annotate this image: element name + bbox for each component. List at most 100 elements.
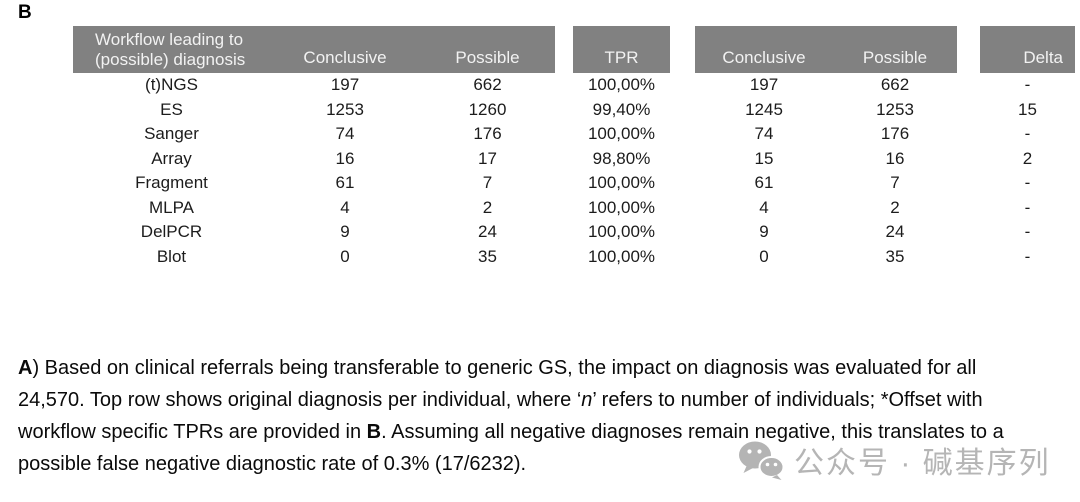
row-spacer [670,146,695,171]
header-spacer-3 [957,26,980,73]
caption-italic-n: n [581,389,593,411]
header-spacer-2 [670,26,695,73]
cell-possible-2: 1253 [876,99,914,119]
cell-tpr: 100,00% [587,222,656,241]
cell-conclusive-2: 9 [759,222,769,241]
row-spacer [957,220,980,245]
row-spacer [957,244,980,269]
row-spacer [555,195,573,220]
row-spacer [957,195,980,220]
cell-tpr: 100,00% [587,124,656,143]
row-spacer [957,171,980,196]
row-spacer [670,244,695,269]
cell-possible-2: 24 [885,222,905,241]
row-spacer [555,146,573,171]
caption-line: workflow specific TPRs are provided in B… [18,416,1072,448]
cell-conclusive-2: 15 [754,148,774,168]
cell-tpr: 100,00% [587,197,656,217]
cell-conclusive-2: 0 [759,246,769,266]
caption-line: A) Based on clinical referrals being tra… [18,352,1072,384]
watermark-text: 公众号 · 碱基序列 [794,447,1051,480]
cell-tpr: 100,00% [587,246,656,266]
header-conclusive-1: Conclusive [270,26,420,73]
cell-tpr: 100,00% [587,75,656,94]
caption-text: . Assuming all negative diagnoses remain… [381,421,1004,443]
cell-possible-2: 35 [885,246,905,266]
header-delta: Delta [980,26,1075,73]
cell-possible-1: 24 [478,222,497,241]
wechat-icon [739,441,784,480]
row-spacer [957,146,980,171]
row-spacer [670,73,695,98]
cell-conclusive-1: 9 [340,222,350,241]
cell-possible-2: 16 [885,148,905,168]
cell-workflow: Sanger [144,124,199,143]
table-row: Blot 0 35 100,00% 0 35 - [73,244,1075,269]
cell-possible-1: 176 [473,124,502,143]
cell-possible-1: 662 [473,75,502,94]
cell-delta: - [1024,197,1031,217]
header-tpr: TPR [573,26,670,73]
cell-workflow: MLPA [148,197,195,217]
header-possible-1: Possible [420,26,555,73]
cell-tpr: 100,00% [587,173,656,192]
header-possible-2: Possible [833,26,957,73]
header-workflow-line2: (possible) diagnosis [95,50,246,69]
cell-conclusive-2: 1245 [745,99,783,119]
row-spacer [555,97,573,122]
table-row: Array 16 17 98,80% 15 16 2 [73,146,1075,171]
cell-possible-2: 662 [880,75,910,94]
cell-delta: 15 [1018,99,1037,119]
cell-possible-2: 2 [890,197,900,217]
header-spacer-1 [555,26,573,73]
cell-conclusive-2: 74 [754,124,774,143]
cell-workflow: (t)NGS [145,75,198,94]
row-spacer [957,122,980,147]
caption-text: ’ refers to number of individuals; *Offs… [592,389,983,411]
row-spacer [555,122,573,147]
caption-text: workflow specific TPRs are provided in [18,421,367,443]
caption-bold-b: B [366,421,382,443]
watermark: 公众号 · 碱基序列 [738,438,1051,482]
cell-conclusive-1: 197 [330,75,360,94]
table-row: (t)NGS 197 662 100,00% 197 662 - [73,73,1075,98]
cell-possible-1: 17 [478,148,497,168]
cell-possible-1: 7 [482,173,493,192]
cell-possible-2: 176 [880,124,910,143]
cell-conclusive-1: 4 [340,197,350,217]
cell-workflow: Array [151,148,192,168]
cell-possible-1: 1260 [468,99,507,119]
table-row: Sanger 74 176 100,00% 74 176 - [73,122,1075,147]
table-row: DelPCR 9 24 100,00% 9 24 - [73,220,1075,245]
caption-text: ) Based on clinical referrals being tran… [32,357,977,379]
cell-delta: - [1024,75,1031,94]
row-spacer [670,195,695,220]
cell-possible-1: 2 [482,197,493,217]
cell-workflow: Fragment [135,173,208,192]
cell-possible-2: 7 [890,173,900,192]
cell-conclusive-2: 61 [754,173,774,192]
cell-conclusive-1: 1253 [326,99,364,119]
row-spacer [670,220,695,245]
cell-conclusive-1: 74 [335,124,355,143]
cell-delta: - [1024,222,1031,241]
caption-line: 24,570. Top row shows original diagnosis… [18,384,1072,416]
row-spacer [957,73,980,98]
header-workflow-line1: Workflow leading to [95,30,244,49]
row-spacer [555,73,573,98]
cell-delta: - [1024,124,1031,143]
cell-conclusive-1: 61 [335,173,355,192]
header-workflow-title: Workflow leading to (possible) diagnosis [73,26,270,73]
caption-text: 24,570. Top row shows original diagnosis… [18,389,582,411]
row-spacer [670,97,695,122]
cell-conclusive-2: 4 [759,197,769,217]
results-table: Workflow leading to (possible) diagnosis… [73,26,1075,269]
cell-tpr: 98,80% [592,148,651,168]
row-spacer [555,171,573,196]
cell-conclusive-1: 16 [335,148,355,168]
table-row: MLPA 4 2 100,00% 4 2 - [73,195,1075,220]
cell-delta: - [1024,173,1031,192]
caption-bold-a: A [18,357,33,379]
cell-workflow: Blot [156,246,187,266]
cell-conclusive-2: 197 [749,75,779,94]
